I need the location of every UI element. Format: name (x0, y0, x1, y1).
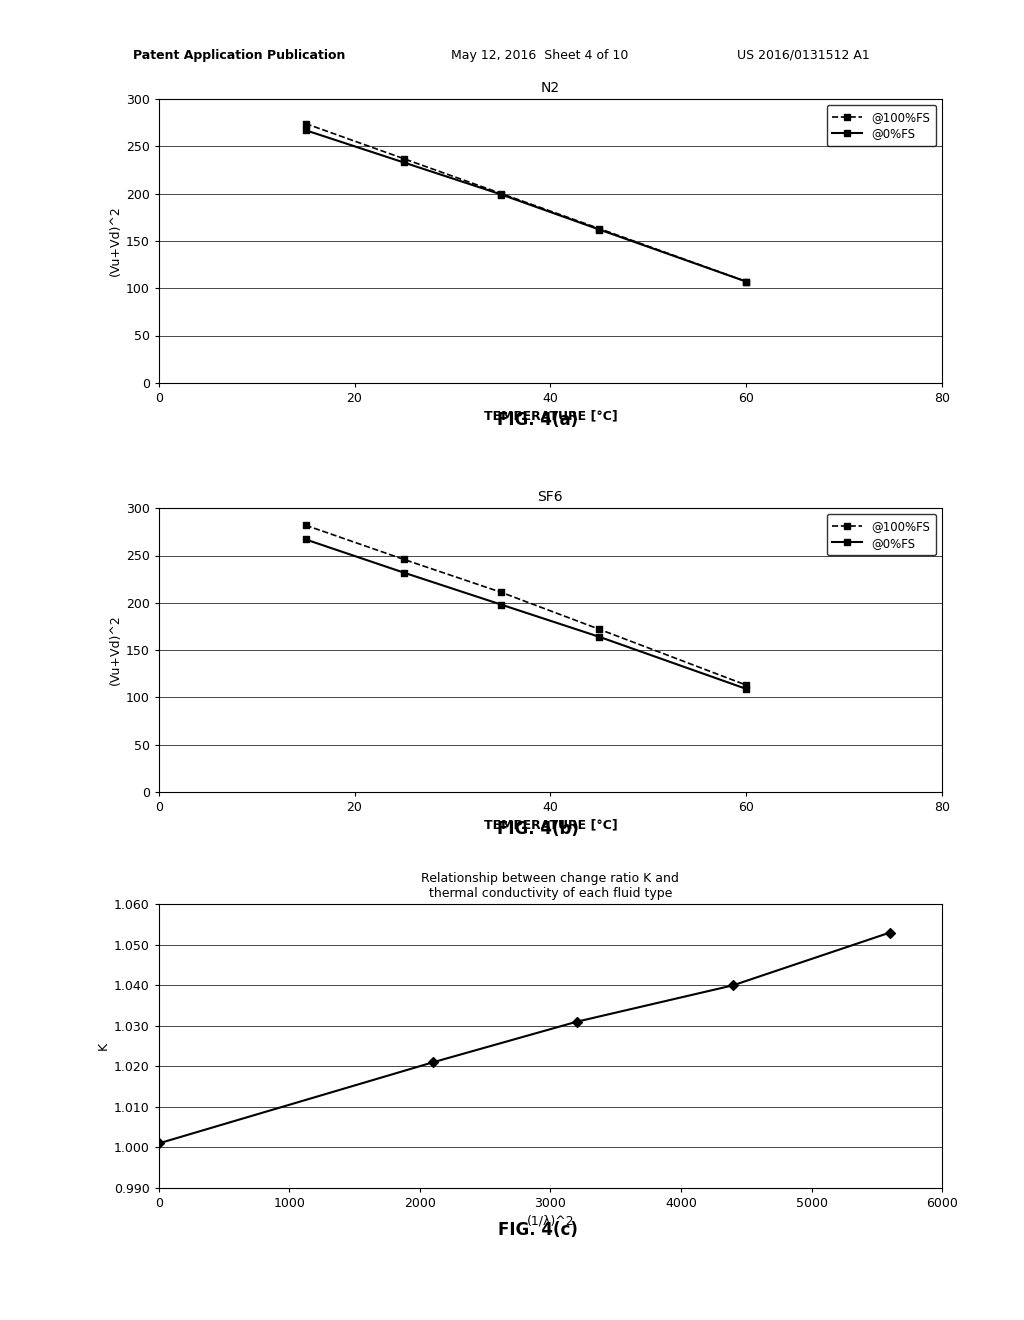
Y-axis label: (Vu+Vd)^2: (Vu+Vd)^2 (109, 615, 122, 685)
Point (494, 183, 510, 205)
Point (738, 678, 755, 700)
Point (494, 582, 510, 603)
Point (395, 549, 412, 570)
Title: Relationship between change ratio K and
thermal conductivity of each fluid type: Relationship between change ratio K and … (422, 873, 679, 900)
Point (297, 120, 313, 141)
Legend: @100%FS, @0%FS: @100%FS, @0%FS (826, 104, 936, 147)
Point (591, 219, 607, 240)
Point (591, 626, 607, 647)
Text: FIG. 4(b): FIG. 4(b) (497, 820, 579, 838)
Point (297, 529, 313, 550)
Point (297, 515, 313, 536)
Text: US 2016/0131512 A1: US 2016/0131512 A1 (737, 49, 870, 62)
Point (494, 594, 510, 615)
Point (738, 271, 755, 292)
Y-axis label: K: K (96, 1041, 110, 1051)
Text: FIG. 4(c): FIG. 4(c) (498, 1221, 578, 1239)
X-axis label: (1/λ)^2: (1/λ)^2 (526, 1214, 574, 1228)
Title: N2: N2 (541, 81, 560, 95)
Y-axis label: (Vu+Vd)^2: (Vu+Vd)^2 (109, 206, 122, 276)
Text: Patent Application Publication: Patent Application Publication (133, 49, 345, 62)
Point (395, 562, 412, 583)
Point (591, 218, 607, 239)
Point (425, 1052, 441, 1073)
X-axis label: TEMPERATURE [°C]: TEMPERATURE [°C] (483, 409, 617, 422)
Text: FIG. 4(a): FIG. 4(a) (497, 411, 579, 429)
X-axis label: TEMPERATURE [°C]: TEMPERATURE [°C] (483, 818, 617, 832)
Point (725, 974, 741, 995)
Legend: @100%FS, @0%FS: @100%FS, @0%FS (826, 513, 936, 556)
Point (494, 183, 510, 205)
Point (395, 148, 412, 169)
Point (395, 152, 412, 173)
Point (738, 675, 755, 696)
Point (738, 271, 755, 292)
Point (591, 619, 607, 640)
Point (151, 1133, 167, 1154)
Point (882, 923, 898, 944)
Point (568, 1011, 585, 1032)
Point (297, 114, 313, 135)
Title: SF6: SF6 (538, 490, 563, 504)
Text: May 12, 2016  Sheet 4 of 10: May 12, 2016 Sheet 4 of 10 (451, 49, 628, 62)
